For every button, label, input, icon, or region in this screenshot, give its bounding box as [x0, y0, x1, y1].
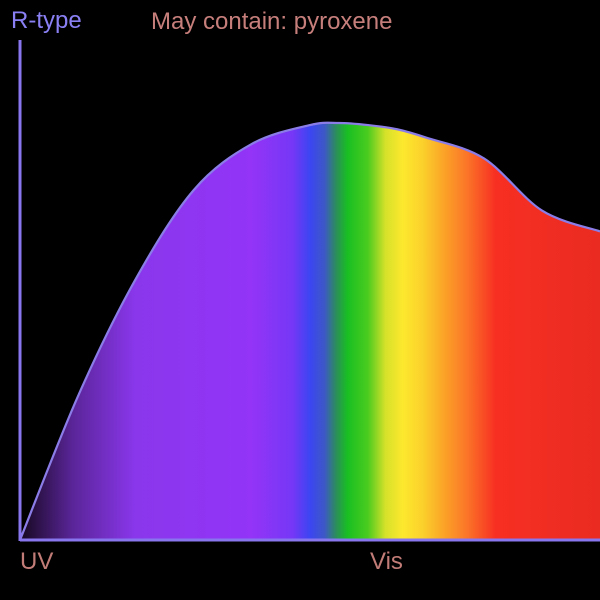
reflectance-curve [18, 121, 600, 541]
spectrum-area [20, 122, 600, 540]
chart-subtitle: May contain: pyroxene [151, 8, 392, 35]
chart-title: R-type [11, 7, 82, 34]
x-tick-label-uv: UV [20, 548, 53, 575]
x-tick-label-vis: Vis [370, 548, 403, 575]
